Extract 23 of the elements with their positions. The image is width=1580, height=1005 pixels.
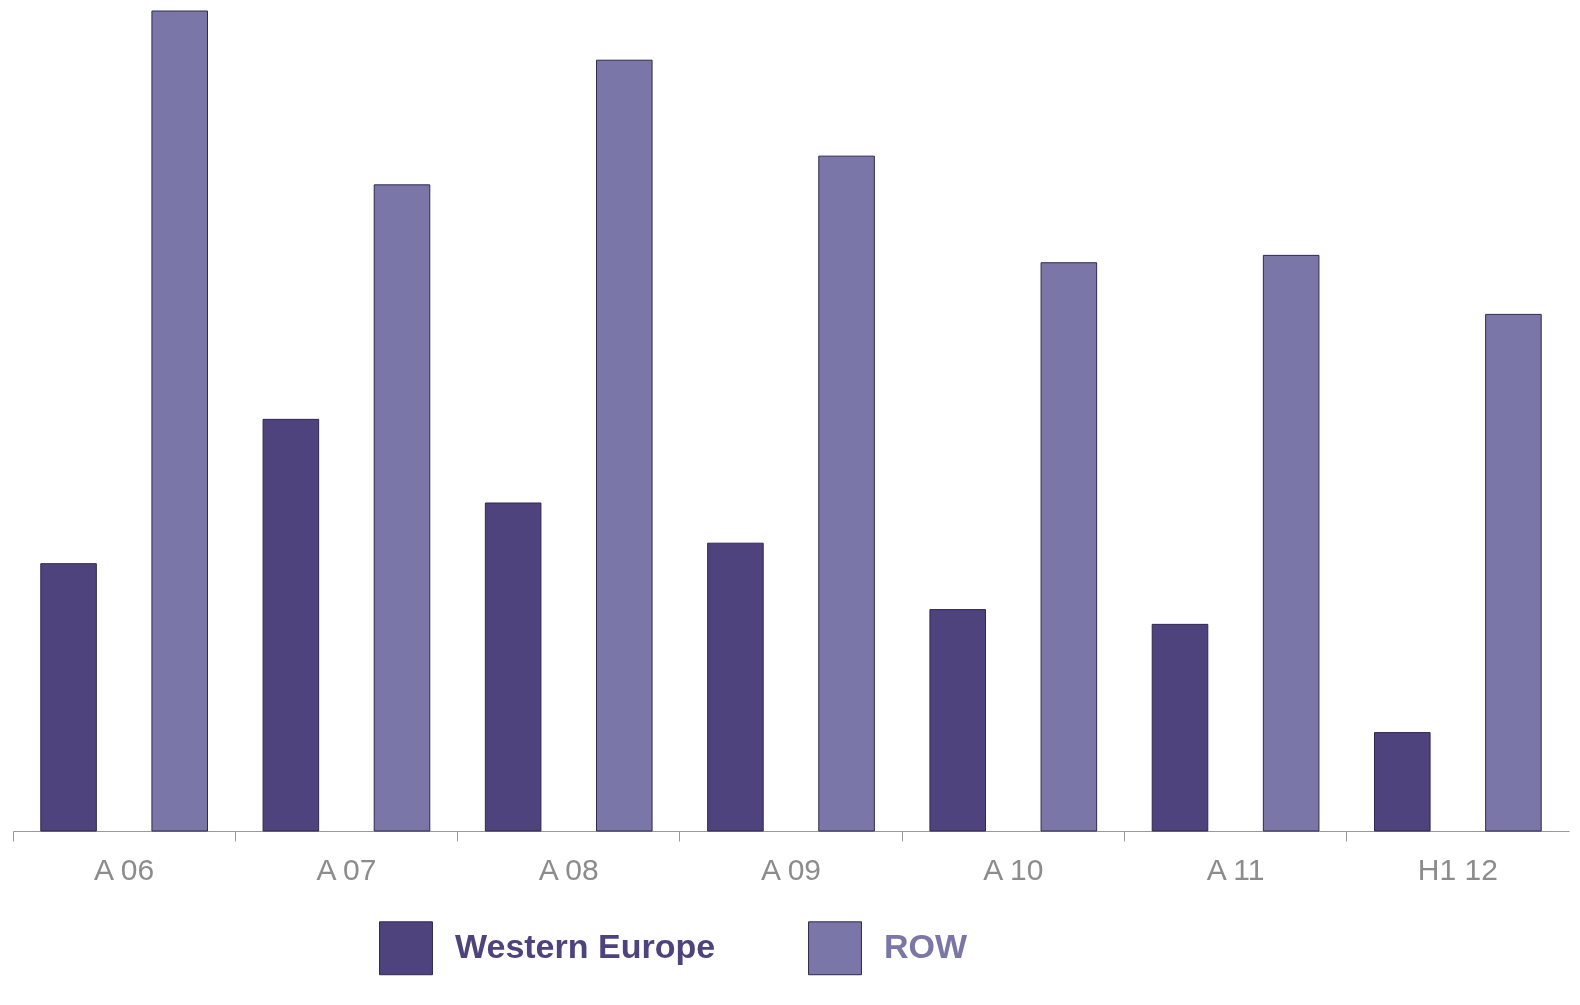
bar (373, 184, 431, 832)
bar (484, 502, 542, 832)
bar (1485, 313, 1542, 832)
bar (818, 155, 875, 832)
bar (1262, 254, 1320, 832)
x-tick-label: H1 12 (1417, 852, 1498, 886)
bar (151, 10, 208, 832)
bar (1374, 732, 1431, 832)
x-tick-label: A 09 (760, 852, 822, 886)
x-tick-label: A 06 (94, 852, 155, 886)
legend-label: Western Europe (455, 927, 716, 966)
bar (929, 609, 986, 832)
bar (596, 59, 653, 832)
x-tick-label: A 10 (983, 852, 1044, 886)
bar (1151, 623, 1209, 832)
bar (40, 563, 97, 832)
bar (1040, 262, 1098, 832)
legend-label: ROW (884, 927, 968, 966)
x-tick-label: A 07 (316, 852, 377, 886)
x-tick-label: A 11 (1206, 852, 1265, 886)
bar (262, 418, 320, 832)
x-tick-label: A 08 (538, 852, 599, 886)
bar (707, 542, 764, 832)
